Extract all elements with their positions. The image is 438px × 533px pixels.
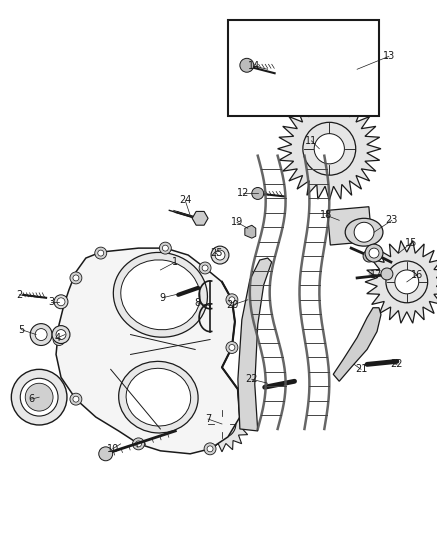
Text: 1: 1 bbox=[172, 257, 178, 267]
Circle shape bbox=[211, 246, 229, 264]
Text: 18: 18 bbox=[320, 211, 332, 220]
Ellipse shape bbox=[119, 361, 198, 433]
Circle shape bbox=[135, 441, 141, 447]
Text: 22: 22 bbox=[391, 359, 403, 369]
Text: 3: 3 bbox=[48, 297, 54, 307]
Text: 11: 11 bbox=[305, 136, 318, 146]
Circle shape bbox=[381, 268, 393, 280]
Circle shape bbox=[214, 416, 230, 432]
Text: 13: 13 bbox=[383, 51, 395, 61]
Circle shape bbox=[56, 329, 66, 340]
Circle shape bbox=[326, 58, 348, 80]
Text: 21: 21 bbox=[355, 365, 367, 374]
Text: 10: 10 bbox=[106, 444, 119, 454]
Text: 6: 6 bbox=[28, 394, 34, 404]
Text: 14: 14 bbox=[247, 61, 260, 71]
Circle shape bbox=[199, 262, 211, 274]
Circle shape bbox=[318, 50, 357, 88]
Text: 4: 4 bbox=[55, 333, 61, 343]
Polygon shape bbox=[245, 225, 256, 238]
Text: 20: 20 bbox=[227, 300, 239, 310]
Circle shape bbox=[73, 275, 79, 281]
Text: 7: 7 bbox=[205, 414, 211, 424]
Circle shape bbox=[56, 336, 62, 343]
Text: 15: 15 bbox=[405, 238, 417, 248]
Text: 17: 17 bbox=[370, 270, 382, 280]
Circle shape bbox=[11, 369, 67, 425]
Circle shape bbox=[314, 134, 344, 164]
Circle shape bbox=[303, 122, 356, 175]
Text: 12: 12 bbox=[237, 189, 249, 198]
Text: 9: 9 bbox=[159, 293, 166, 303]
Circle shape bbox=[395, 270, 419, 294]
Circle shape bbox=[354, 222, 374, 242]
Circle shape bbox=[54, 295, 68, 309]
Circle shape bbox=[20, 378, 58, 416]
Polygon shape bbox=[365, 240, 438, 323]
Ellipse shape bbox=[121, 260, 200, 330]
Text: 19: 19 bbox=[231, 217, 243, 227]
Circle shape bbox=[133, 438, 145, 450]
Circle shape bbox=[99, 447, 113, 461]
Polygon shape bbox=[56, 248, 240, 454]
Circle shape bbox=[52, 326, 70, 343]
Circle shape bbox=[159, 242, 171, 254]
Text: 2: 2 bbox=[16, 290, 22, 300]
Text: 5: 5 bbox=[18, 325, 25, 335]
Bar bbox=[228, 20, 379, 116]
Polygon shape bbox=[194, 396, 250, 452]
Circle shape bbox=[229, 344, 235, 351]
Circle shape bbox=[207, 446, 213, 452]
Circle shape bbox=[208, 410, 236, 438]
Circle shape bbox=[162, 245, 168, 251]
Ellipse shape bbox=[126, 368, 191, 426]
Circle shape bbox=[240, 58, 254, 72]
Circle shape bbox=[30, 324, 52, 345]
Text: 16: 16 bbox=[410, 270, 423, 280]
Circle shape bbox=[35, 329, 47, 341]
Circle shape bbox=[70, 393, 82, 405]
Ellipse shape bbox=[113, 253, 208, 337]
Polygon shape bbox=[192, 212, 208, 225]
Bar bbox=[327, 207, 372, 245]
Circle shape bbox=[25, 383, 53, 411]
Circle shape bbox=[226, 342, 238, 353]
Circle shape bbox=[365, 244, 383, 262]
Circle shape bbox=[386, 261, 427, 303]
Ellipse shape bbox=[345, 219, 383, 246]
Polygon shape bbox=[300, 31, 375, 107]
Text: 25: 25 bbox=[210, 248, 222, 258]
Circle shape bbox=[73, 396, 79, 402]
Circle shape bbox=[363, 250, 375, 262]
Circle shape bbox=[70, 272, 82, 284]
Circle shape bbox=[202, 265, 208, 271]
Circle shape bbox=[53, 334, 65, 345]
Circle shape bbox=[369, 248, 379, 258]
Polygon shape bbox=[238, 258, 272, 431]
Circle shape bbox=[204, 443, 216, 455]
Text: 24: 24 bbox=[179, 196, 191, 205]
Polygon shape bbox=[278, 97, 381, 200]
Text: 8: 8 bbox=[194, 298, 200, 308]
Polygon shape bbox=[333, 308, 381, 381]
Circle shape bbox=[57, 298, 65, 306]
Circle shape bbox=[98, 250, 104, 256]
Circle shape bbox=[229, 297, 235, 303]
Text: 22: 22 bbox=[246, 374, 258, 384]
Circle shape bbox=[95, 247, 107, 259]
Circle shape bbox=[226, 294, 238, 306]
Circle shape bbox=[215, 250, 225, 260]
Text: 23: 23 bbox=[386, 215, 398, 225]
Circle shape bbox=[252, 188, 264, 199]
